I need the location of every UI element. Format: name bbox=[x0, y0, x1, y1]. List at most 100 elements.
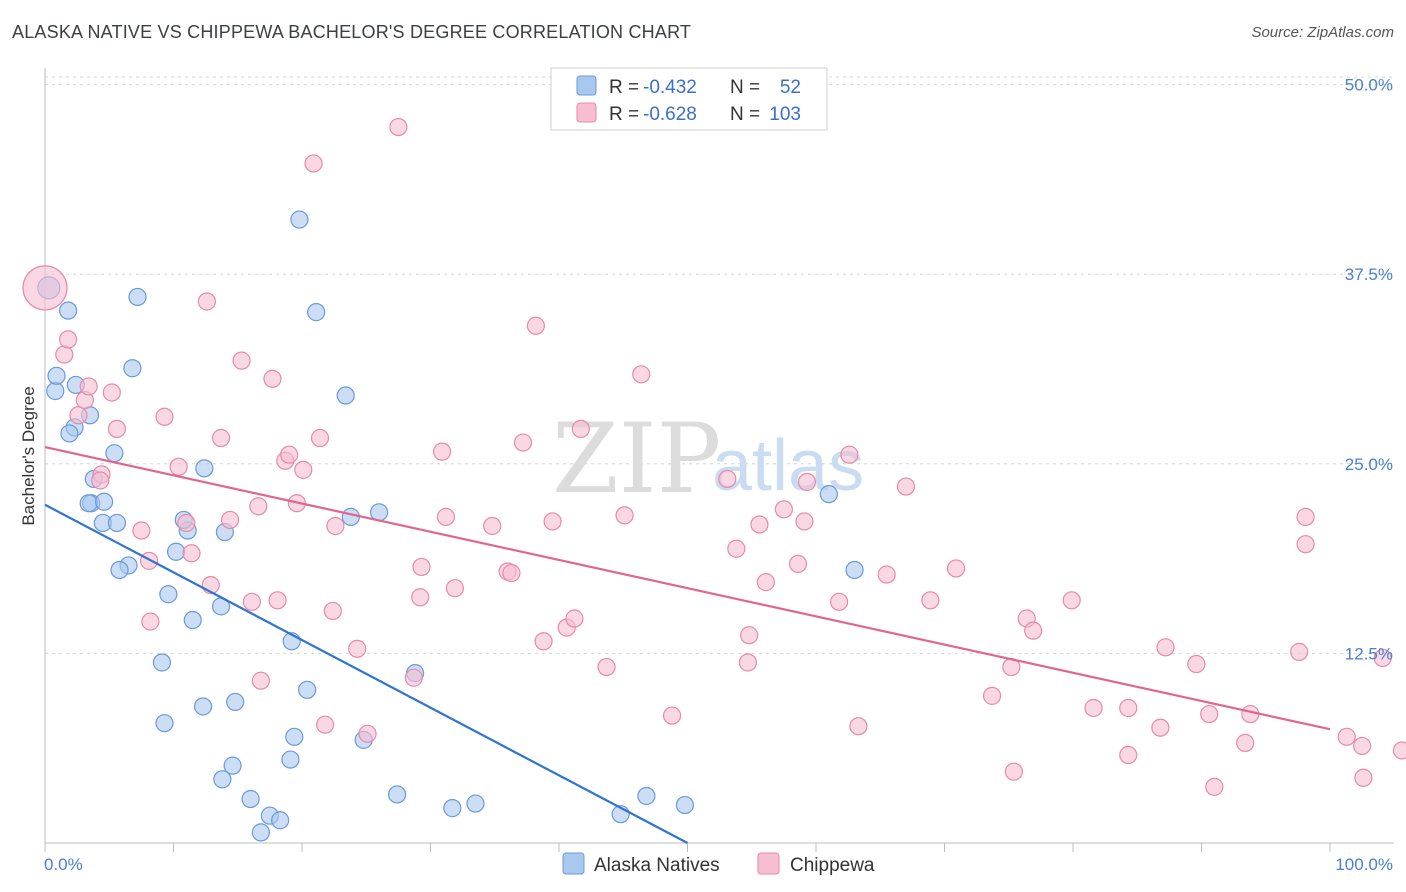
chippewa-point bbox=[445, 579, 465, 598]
chippewa-point bbox=[513, 433, 533, 452]
chippewa-point bbox=[727, 539, 746, 558]
chippewa-point bbox=[877, 565, 896, 584]
alaska-point bbox=[105, 444, 124, 463]
chippewa-point bbox=[22, 265, 68, 311]
alaska-point bbox=[183, 610, 202, 630]
chippewa-point bbox=[1392, 741, 1406, 760]
alaska-point bbox=[159, 585, 178, 604]
chippewa-point bbox=[211, 428, 231, 448]
chippewa-point bbox=[436, 507, 456, 526]
alaska-point bbox=[675, 795, 695, 815]
chippewa-point bbox=[597, 657, 616, 677]
chippewa-point bbox=[830, 592, 849, 611]
chippewa-point bbox=[182, 544, 201, 563]
y-tick-label-3: 50.0% bbox=[1345, 76, 1393, 95]
alaska-point bbox=[128, 287, 147, 307]
bottom-legend-swatch-chippewa[interactable] bbox=[757, 852, 780, 875]
chippewa-point bbox=[1119, 745, 1138, 765]
tick-labels: 12.5% 25.0% 37.5% 50.0% 0.0% 100.0% bbox=[44, 76, 1393, 874]
chippewa-point bbox=[1151, 718, 1170, 737]
chippewa-point bbox=[795, 512, 814, 531]
chippewa-point bbox=[615, 506, 634, 525]
chippewa-point bbox=[774, 500, 793, 519]
alaska-point bbox=[223, 756, 242, 775]
chippewa-point bbox=[1062, 591, 1081, 610]
trend-lines bbox=[44, 446, 1331, 844]
alaska-point bbox=[152, 653, 172, 672]
chippewa-point bbox=[571, 419, 590, 439]
alaska-point bbox=[281, 750, 300, 769]
watermark-zip: ZIP bbox=[552, 403, 721, 515]
alaska-point bbox=[60, 424, 79, 443]
chippewa-point bbox=[1156, 638, 1175, 657]
alaska-point bbox=[290, 210, 309, 229]
chippewa-point bbox=[756, 573, 775, 592]
chippewa-point bbox=[1290, 642, 1309, 661]
chippewa-point bbox=[718, 469, 737, 489]
alaska-point bbox=[226, 692, 245, 712]
alaska-point bbox=[251, 823, 270, 842]
chippewa-trend-line bbox=[44, 446, 1331, 731]
alaska-point bbox=[59, 301, 78, 320]
chippewa-point bbox=[1084, 698, 1103, 718]
legend-r-value-alaska: -0.432 bbox=[643, 77, 697, 98]
alaska-point bbox=[110, 560, 129, 580]
chippewa-point bbox=[565, 609, 584, 628]
legend-r-label-alaska: R = bbox=[609, 77, 639, 98]
chippewa-point bbox=[268, 591, 287, 610]
chippewa-point bbox=[1187, 654, 1206, 674]
chippewa-point bbox=[220, 510, 240, 530]
chippewa-point bbox=[1337, 727, 1356, 746]
legend-swatch-alaska bbox=[576, 75, 597, 96]
chippewa-point bbox=[411, 588, 430, 607]
alaska-point bbox=[285, 727, 304, 746]
bottom-legend-label-chippewa[interactable]: Chippewa bbox=[790, 855, 875, 876]
chippewa-point bbox=[1119, 698, 1138, 718]
chippewa-point bbox=[323, 601, 342, 621]
chippewa-point bbox=[1353, 736, 1372, 756]
alaska-point bbox=[155, 714, 174, 733]
alaska-point bbox=[95, 492, 114, 511]
correlation-legend: R = -0.432 N = 52 R = -0.628 N = 103 bbox=[550, 67, 828, 131]
alaska-natives-points bbox=[37, 210, 864, 842]
legend-n-value-chippewa: 103 bbox=[769, 104, 801, 125]
legend-r-label-chippewa: R = bbox=[609, 104, 639, 125]
alaska-point bbox=[166, 542, 186, 561]
chippewa-point bbox=[79, 377, 98, 396]
alaska-point bbox=[213, 770, 232, 789]
chippewa-point bbox=[1205, 777, 1224, 796]
y-tick-label-2: 37.5% bbox=[1345, 265, 1393, 284]
chippewa-point bbox=[632, 365, 651, 384]
chippewa-point bbox=[310, 428, 330, 448]
chippewa-point bbox=[169, 457, 188, 476]
bottom-legend-label-alaska[interactable]: Alaska Natives bbox=[594, 855, 720, 876]
alaska-point bbox=[79, 494, 98, 513]
chippewa-point bbox=[155, 407, 174, 426]
y-tick-label-0: 12.5% bbox=[1345, 644, 1393, 663]
alaska-point bbox=[46, 381, 65, 401]
chippewa-point bbox=[91, 471, 110, 490]
alaska-point bbox=[195, 459, 214, 478]
legend-r-value-chippewa: -0.628 bbox=[643, 104, 697, 125]
bottom-legend-swatch-alaska[interactable] bbox=[562, 852, 585, 875]
chippewa-point bbox=[946, 559, 966, 578]
chippewa-point bbox=[1200, 704, 1219, 724]
chippewa-point bbox=[1024, 621, 1043, 640]
alaska-trend-line bbox=[44, 503, 689, 844]
alaska-point bbox=[336, 386, 355, 405]
chippewa-point bbox=[740, 626, 759, 645]
chippewa-point bbox=[526, 316, 545, 335]
chippewa-point bbox=[662, 706, 682, 725]
chippewa-point bbox=[1236, 733, 1255, 752]
chippewa-point bbox=[326, 516, 345, 536]
axes-layer bbox=[44, 68, 1394, 852]
chippewa-point bbox=[849, 717, 868, 736]
chippewa-point bbox=[316, 715, 335, 734]
chippewa-point bbox=[55, 345, 74, 364]
alaska-point bbox=[123, 359, 142, 378]
chippewa-point bbox=[348, 639, 367, 658]
alaska-point bbox=[47, 366, 66, 385]
chippewa-point bbox=[404, 668, 423, 687]
alaska-point bbox=[637, 786, 656, 806]
